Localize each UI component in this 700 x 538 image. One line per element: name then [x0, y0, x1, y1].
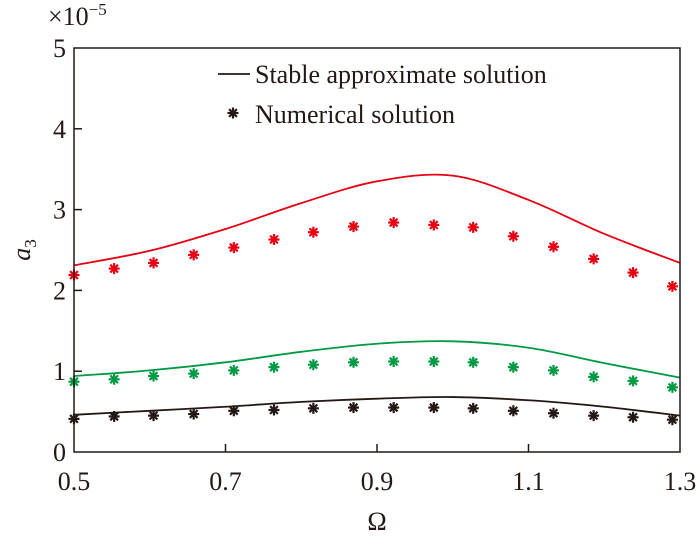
green-numerical-point: [467, 356, 479, 368]
legend-label-approx: Stable approximate solution: [255, 60, 547, 89]
x-tick-label: 1.3: [664, 467, 697, 496]
black-numerical-point: [507, 405, 519, 417]
green-numerical-point: [547, 364, 559, 376]
red-numerical-point: [666, 280, 678, 292]
green-numerical-point: [108, 373, 120, 385]
legend-asterisk-icon: [227, 107, 239, 119]
legend-label-numerical: Numerical solution: [255, 100, 455, 129]
black-numerical-point: [108, 410, 120, 422]
y-tick-label: 1: [53, 357, 66, 386]
green-numerical-point: [188, 368, 200, 380]
legend: Stable approximate solution Numerical so…: [218, 60, 547, 129]
black-numerical-point: [588, 410, 600, 422]
y-tick-label: 4: [53, 115, 66, 144]
y-tick-label: 5: [53, 34, 66, 63]
black-numerical-point: [467, 402, 479, 414]
red-numerical-point: [507, 230, 519, 242]
black-numerical-point: [428, 402, 440, 414]
black-numerical-point: [228, 405, 240, 417]
y-multiplier: ×10−5: [48, 0, 107, 31]
green-numerical-point: [228, 364, 240, 376]
legend-asterisk-swatch: [227, 107, 239, 119]
black-numerical-point: [148, 410, 160, 422]
black-numerical-point: [666, 414, 678, 426]
red-numerical-point: [388, 217, 400, 229]
red-numerical-point: [588, 253, 600, 265]
y-tick-label: 3: [53, 196, 66, 225]
green-numerical-point: [348, 356, 360, 368]
red-numerical-point: [268, 233, 280, 245]
green-numerical-point: [307, 359, 319, 371]
x-tick-label: 0.9: [361, 467, 394, 496]
black-numerical-point: [547, 407, 559, 419]
black-numerical-point: [388, 402, 400, 414]
y-tick-label: 2: [53, 276, 66, 305]
black-approx-line: [73, 396, 681, 417]
y-axis-label: a3: [7, 239, 40, 261]
black-numerical-point: [307, 402, 319, 414]
svg-text:a3: a3: [7, 239, 40, 261]
red-numerical-point: [108, 263, 120, 275]
red-approx-line: [73, 173, 681, 267]
green-numerical-point: [388, 356, 400, 368]
red-numerical-point: [348, 221, 360, 233]
green-numerical-point: [268, 361, 280, 373]
green-numerical-point: [148, 370, 160, 382]
x-axis-label: Ω: [367, 507, 386, 536]
black-numerical-point: [627, 411, 639, 423]
black-numerical-point: [268, 404, 280, 416]
red-numerical-point: [188, 249, 200, 261]
red-numerical-point: [428, 219, 440, 231]
green-numerical-point: [507, 361, 519, 373]
red-numerical-point: [627, 267, 639, 279]
red-numerical-point: [547, 241, 559, 253]
x-tick-label: 0.7: [209, 467, 242, 496]
green-numerical-point: [627, 375, 639, 387]
x-tick-label: 0.5: [58, 467, 91, 496]
green-numerical-point: [666, 381, 678, 393]
y-tick-label: 0: [53, 438, 66, 467]
red-numerical-point: [148, 257, 160, 269]
red-numerical-point: [307, 226, 319, 238]
green-approx-line: [73, 340, 681, 379]
green-numerical-point: [588, 371, 600, 383]
green-numerical-point: [428, 356, 440, 368]
red-numerical-point: [467, 221, 479, 233]
black-numerical-point: [348, 402, 360, 414]
red-numerical-point: [228, 242, 240, 254]
black-numerical-point: [188, 408, 200, 420]
x-tick-label: 1.1: [512, 467, 545, 496]
